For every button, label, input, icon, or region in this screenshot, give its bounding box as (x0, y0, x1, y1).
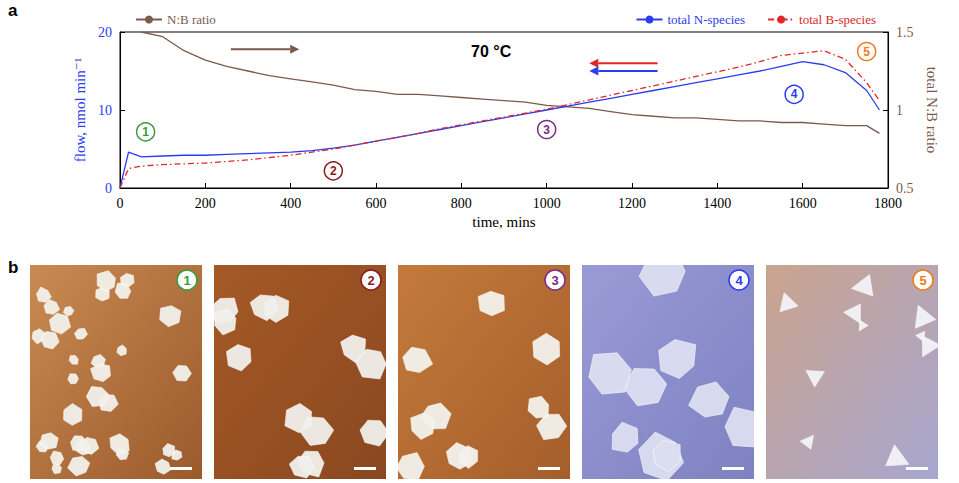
svg-text:4: 4 (735, 273, 743, 288)
svg-text:time, mins: time, mins (472, 214, 535, 230)
svg-text:1: 1 (142, 125, 149, 139)
svg-text:0.5: 0.5 (896, 181, 914, 196)
svg-text:1400: 1400 (703, 196, 731, 211)
svg-text:0: 0 (105, 181, 112, 196)
svg-text:1800: 1800 (874, 196, 902, 211)
svg-text:1200: 1200 (618, 196, 646, 211)
svg-text:1: 1 (896, 103, 903, 118)
svg-text:20: 20 (98, 25, 112, 40)
svg-text:2: 2 (367, 273, 374, 288)
svg-text:10: 10 (98, 103, 112, 118)
svg-text:a: a (8, 1, 18, 20)
svg-text:800: 800 (451, 196, 472, 211)
svg-text:200: 200 (195, 196, 216, 211)
svg-text:total N:B ratio: total N:B ratio (924, 67, 940, 154)
svg-text:total B-species: total B-species (799, 12, 876, 27)
svg-text:600: 600 (366, 196, 387, 211)
svg-text:flow, nmol min⁻¹: flow, nmol min⁻¹ (72, 58, 88, 162)
svg-text:N:B ratio: N:B ratio (167, 12, 216, 27)
svg-text:total N-species: total N-species (667, 12, 745, 27)
svg-text:400: 400 (280, 196, 301, 211)
svg-text:1.5: 1.5 (896, 25, 914, 40)
svg-text:3: 3 (551, 273, 558, 288)
svg-text:1000: 1000 (533, 196, 561, 211)
svg-text:2: 2 (330, 164, 337, 178)
svg-text:4: 4 (791, 87, 798, 101)
svg-text:b: b (8, 258, 18, 277)
svg-text:3: 3 (543, 123, 550, 137)
svg-text:5: 5 (919, 273, 926, 288)
svg-text:70 °C: 70 °C (471, 43, 512, 60)
svg-text:1: 1 (183, 273, 190, 288)
svg-text:0: 0 (117, 196, 124, 211)
svg-text:1600: 1600 (789, 196, 817, 211)
svg-text:5: 5 (863, 45, 870, 59)
